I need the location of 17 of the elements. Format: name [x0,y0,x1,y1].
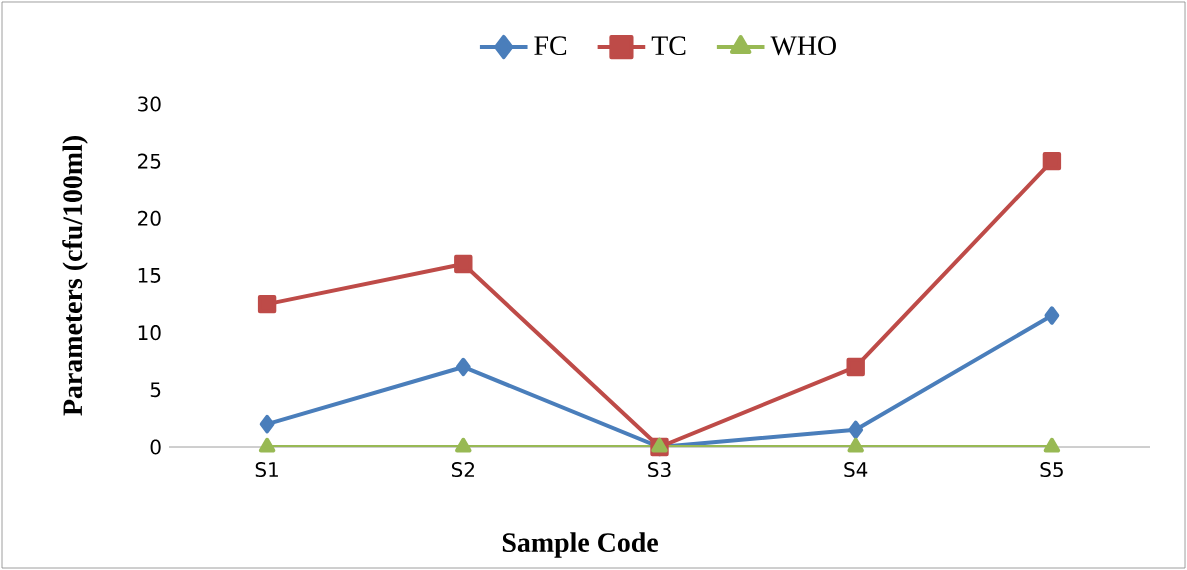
y-tick-label: 20 [138,210,161,226]
x-tick-label: S4 [844,462,868,478]
x-tick-label: S3 [648,462,671,478]
y-tick-label: 30 [138,96,161,112]
x-tick-label: S1 [255,462,278,478]
x-axis-title: Sample Code [502,532,658,558]
legend-label: FC [534,36,567,56]
y-tick-label: 25 [138,153,161,169]
y-tick-label: 15 [138,268,161,283]
y-tick-label: 10 [138,325,161,341]
x-tick-label: S2 [451,462,474,478]
y-tick-label: 5 [150,382,161,398]
x-tick-label: S5 [1040,462,1063,478]
legend-label: WHO [770,36,836,56]
y-axis-title: Parameters (cfu/100ml) [62,136,88,416]
legend-label: TC [651,36,686,56]
y-tick-label: 0 [150,439,161,455]
